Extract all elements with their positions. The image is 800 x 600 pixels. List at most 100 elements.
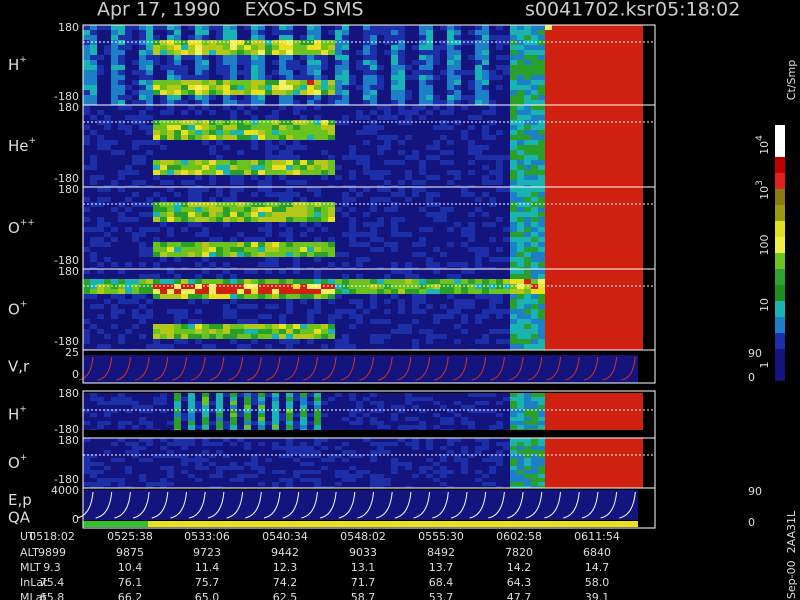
spectrogram-cell [559,80,566,85]
spectrogram-cell [181,267,188,269]
spectrogram-cell [405,329,412,334]
spectrogram-cell [258,237,265,242]
spectrogram-cell [636,95,643,100]
spectrogram-cell [139,80,146,85]
qa-bar [148,521,638,527]
spectrogram-cell [405,462,412,466]
spectrogram-cell [566,187,573,192]
spectrogram-cell [195,401,202,405]
spectrogram-cell [566,454,573,458]
spectrogram-cell [629,75,636,80]
spectrogram-cell [328,294,335,299]
spectrogram-cell [454,289,461,294]
spectrogram-cell [384,274,391,279]
spectrogram-cell [251,70,258,75]
spectrogram-cell [314,55,321,60]
spectrogram-cell [524,309,531,314]
spectrogram-cell [629,299,636,304]
spectrogram-cell [601,262,608,267]
spectrogram-cell [440,279,447,284]
spectrogram-cell [468,70,475,75]
spectrogram-cell [594,314,601,319]
spectrogram-cell [482,40,489,45]
spectrogram-cell [615,100,622,105]
spectrogram-cell [447,110,454,115]
spectrogram-cell [636,247,643,252]
spectrogram-cell [566,105,573,110]
spectrogram-cell [580,417,587,421]
cell: 75.4 [40,576,65,589]
spectrogram-cell [608,75,615,80]
spectrogram-cell [97,197,104,202]
spectrogram-cell [342,212,349,217]
spectrogram-cell [132,289,139,294]
spectrogram-cell [622,458,629,462]
spectrogram-cell [566,446,573,450]
spectrogram-cell [384,110,391,115]
spectrogram-cell [118,393,125,397]
spectrogram-cell [461,192,468,197]
vr-trace [321,356,337,381]
spectrogram-cell [636,401,643,405]
panel-label-base: O [8,300,20,318]
spectrogram-cell [335,30,342,35]
spectrogram-cell [202,125,209,130]
spectrogram-cell [524,207,531,212]
spectrogram-cell [545,289,552,294]
spectrogram-cell [279,247,286,252]
spectrogram-cell [202,140,209,145]
spectrogram-cell [524,110,531,115]
spectrogram-cell [153,175,160,180]
spectrogram-cell [538,314,545,319]
spectrogram-cell [146,40,153,45]
spectrogram-cell [370,334,377,339]
spectrogram-cell [251,65,258,70]
spectrogram-cell [391,442,398,446]
spectrogram-cell [538,237,545,242]
spectrogram-cell [342,334,349,339]
spectrogram-cell [244,324,251,329]
spectrogram-cell [391,232,398,237]
ep-trace [506,491,524,519]
spectrogram-cell [629,65,636,70]
spectrogram-cell [622,30,629,35]
spectrogram-cell [538,95,545,100]
spectrogram-cell [293,450,300,454]
spectrogram-cell [349,75,356,80]
spectrogram-cell [580,486,587,488]
spectrogram-cell [545,65,552,70]
spectrogram-cell [601,165,608,170]
spectrogram-cell [342,95,349,100]
spectrogram-cell [580,140,587,145]
spectrogram-cell [545,474,552,478]
spectrogram-cell [118,55,125,60]
spectrogram-cell [580,409,587,413]
spectrogram-cell [538,429,545,430]
spectrogram-cell [531,120,538,125]
spectrogram-cell [524,466,531,470]
spectrogram-cell [83,75,90,80]
spectrogram-cell [412,192,419,197]
spectrogram-cell [412,70,419,75]
spectrogram-cell [342,25,349,30]
spectrogram-cell [531,160,538,165]
spectrogram-cell [608,185,615,187]
spectrogram-cell [181,324,188,329]
spectrogram-cell [510,165,517,170]
spectrogram-cell [90,80,97,85]
spectrogram-cell [545,309,552,314]
spectrogram-cell [433,175,440,180]
spectrogram-cell [489,425,496,429]
spectrogram-cell [580,482,587,486]
spectrogram-cell [223,130,230,135]
spectrogram-cell [104,50,111,55]
spectrogram-cell [510,417,517,421]
spectrogram-cell [160,446,167,450]
spectrogram-cell [209,110,216,115]
spectrogram-cell [489,70,496,75]
spectrogram-cell [125,207,132,212]
spectrogram-cell [174,294,181,299]
spectrogram-cell [279,140,286,145]
spectrogram-cell [349,145,356,150]
spectrogram-cell [237,175,244,180]
